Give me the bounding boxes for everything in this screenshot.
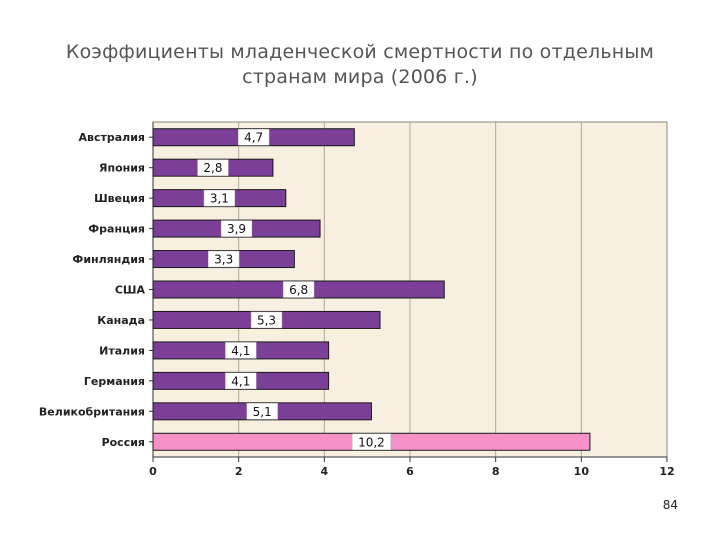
x-tick-label: 12 bbox=[659, 465, 674, 478]
data-label-box bbox=[220, 220, 253, 237]
category-label: Швеция bbox=[94, 192, 145, 205]
slide-title-line-2: странам мира (2006 г.) bbox=[242, 66, 478, 88]
category-label: Япония bbox=[99, 162, 145, 175]
data-label-box bbox=[208, 250, 240, 268]
data-label: 4,1 bbox=[231, 374, 250, 388]
category-label: Финляндия bbox=[72, 253, 145, 266]
x-tick-label: 6 bbox=[406, 465, 414, 478]
data-label-box bbox=[250, 311, 283, 329]
data-label: 3,3 bbox=[214, 253, 233, 267]
category-label: Канада bbox=[97, 314, 145, 327]
data-label-box bbox=[282, 281, 315, 298]
data-label-box bbox=[225, 372, 257, 390]
x-tick-label: 0 bbox=[149, 465, 157, 478]
data-label-box bbox=[197, 159, 229, 176]
data-label: 6,8 bbox=[289, 283, 308, 297]
x-tick-label: 2 bbox=[235, 465, 243, 478]
data-label-box bbox=[352, 433, 391, 451]
data-label-box bbox=[238, 128, 270, 146]
data-label: 4,1 bbox=[231, 344, 250, 358]
data-label-box bbox=[225, 342, 257, 359]
data-label-box bbox=[203, 189, 236, 207]
category-label: США bbox=[115, 284, 146, 297]
data-label-box bbox=[246, 403, 278, 420]
category-label: Великобритания bbox=[39, 405, 145, 418]
x-tick-label: 8 bbox=[492, 465, 500, 478]
data-label: 4,7 bbox=[244, 131, 263, 145]
page-number: 84 bbox=[662, 498, 678, 512]
category-label: Италия bbox=[99, 344, 145, 357]
data-label: 10,2 bbox=[358, 435, 385, 449]
category-label: Россия bbox=[102, 436, 145, 449]
data-label: 5,3 bbox=[257, 313, 276, 327]
category-label: Германия bbox=[84, 375, 145, 388]
category-label: Франция bbox=[88, 223, 145, 236]
category-label: Австралия bbox=[79, 131, 146, 144]
data-label: 5,1 bbox=[253, 405, 272, 419]
data-label: 3,1 bbox=[210, 192, 229, 206]
slide-title-line-1: Коэффициенты младенческой смертности по … bbox=[65, 41, 655, 63]
data-label: 2,8 bbox=[203, 161, 222, 175]
data-label: 3,9 bbox=[227, 222, 246, 236]
x-tick-label: 4 bbox=[321, 465, 329, 478]
x-tick-label: 10 bbox=[574, 465, 590, 478]
slide-title: Коэффициенты младенческой смертности по … bbox=[40, 40, 680, 90]
